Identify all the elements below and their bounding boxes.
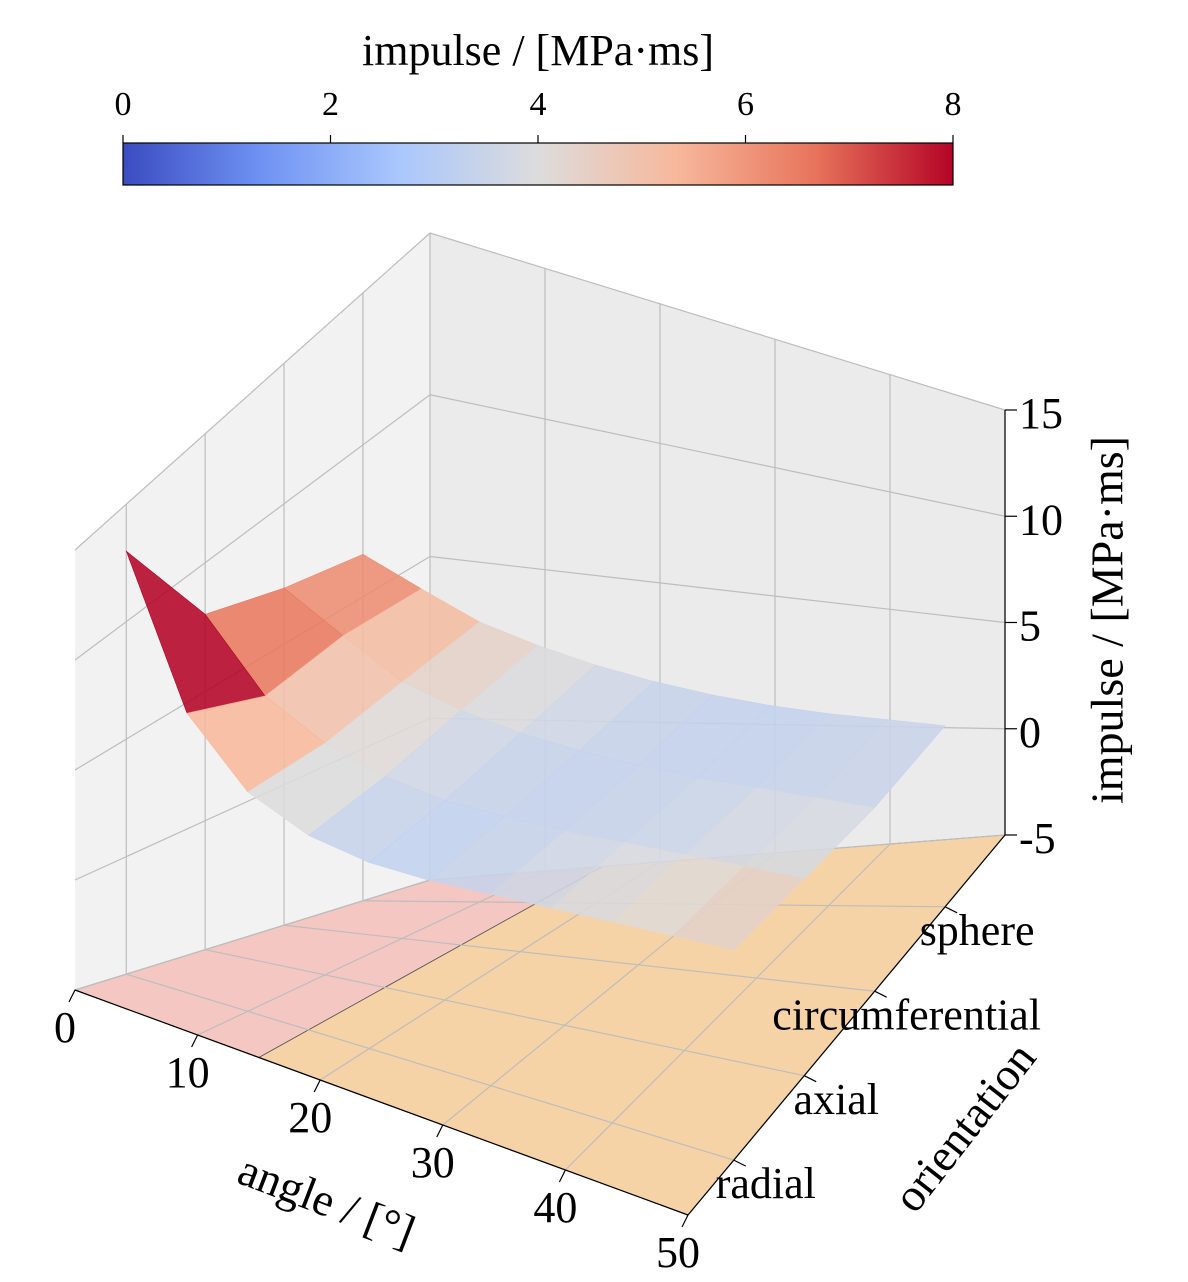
grid-line xyxy=(429,232,1006,411)
grid-line xyxy=(283,924,875,992)
axis-line xyxy=(74,989,689,1216)
y-tick xyxy=(944,906,958,914)
axis-line xyxy=(687,834,1006,1216)
z-tick-label: 5 xyxy=(1019,602,1041,651)
x-tick-label: 50 xyxy=(656,1228,700,1277)
y-axis-label: orientation xyxy=(883,1033,1046,1221)
z-tick-label: -5 xyxy=(1019,814,1056,863)
y-tick xyxy=(803,1075,817,1083)
grid-line xyxy=(74,394,431,661)
x-tick-label: 10 xyxy=(166,1048,210,1097)
colorbar-label: impulse / [MPa·ms] xyxy=(362,26,714,75)
grid-line xyxy=(429,555,1006,624)
grid-line xyxy=(74,232,431,551)
colorbar-tick-label: 6 xyxy=(737,86,754,123)
grid-line xyxy=(205,949,805,1077)
colorbar-tick-label: 4 xyxy=(530,86,547,123)
y-tick-label: circumferential xyxy=(772,990,1041,1039)
grid-line xyxy=(429,394,1006,517)
x-tick-label: 0 xyxy=(54,1003,76,1052)
x-tick xyxy=(68,989,76,1003)
x-tick xyxy=(191,1034,199,1048)
y-tick-label: axial xyxy=(793,1075,879,1124)
colorbar-tick-label: 8 xyxy=(945,86,962,123)
grid-line xyxy=(564,843,891,1171)
colorbar-tick-label: 2 xyxy=(322,86,339,123)
x-tick xyxy=(558,1169,566,1183)
z-tick-label: 0 xyxy=(1019,708,1041,757)
z-axis-label: impulse / [MPa·ms] xyxy=(1082,436,1133,804)
grid-line xyxy=(126,973,734,1161)
x-tick xyxy=(436,1124,444,1138)
y-tick-label: radial xyxy=(716,1159,816,1208)
colorbar xyxy=(122,142,954,186)
grid-line xyxy=(74,879,431,991)
y-tick xyxy=(733,1159,747,1167)
z-tick-label: 15 xyxy=(1019,389,1063,438)
surface-patch xyxy=(672,866,805,951)
colorbar-tick-label: 0 xyxy=(115,86,132,123)
x-tick xyxy=(681,1214,689,1228)
x-tick-label: 40 xyxy=(533,1183,577,1232)
x-tick-label: 30 xyxy=(411,1138,455,1187)
z-tick-label: 10 xyxy=(1019,495,1063,544)
y-tick-label: sphere xyxy=(920,906,1035,955)
x-tick-label: 20 xyxy=(288,1093,332,1142)
y-tick xyxy=(874,990,887,998)
grid-line xyxy=(197,870,546,1036)
x-axis-label: angle / [°] xyxy=(232,1144,422,1258)
x-tick xyxy=(313,1079,321,1093)
